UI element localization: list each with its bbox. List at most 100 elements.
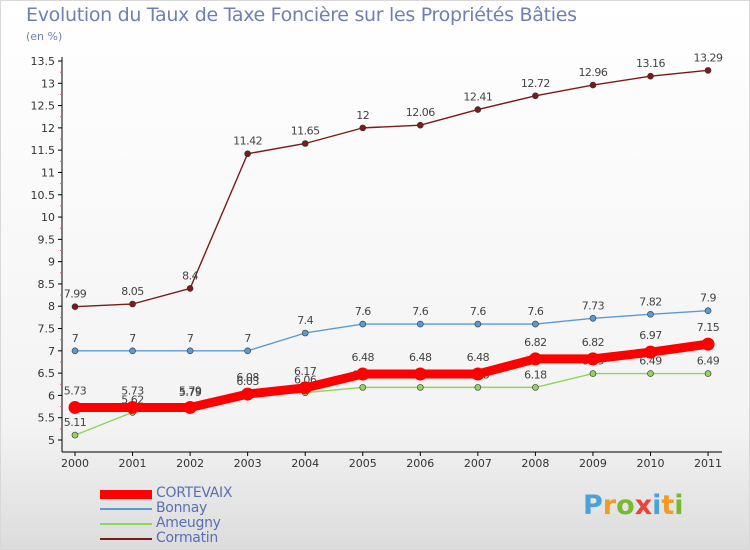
data-point-bonnay: [416, 320, 424, 328]
data-label-cortevaix: 5.79: [179, 384, 202, 397]
data-point-cormatin: [474, 106, 482, 113]
data-label-bonnay: 7.6: [412, 305, 428, 318]
legend-swatch-cortevaix: [100, 490, 152, 499]
data-label-cormatin: 12.72: [521, 77, 550, 90]
data-point-bonnay: [647, 310, 654, 318]
data-label-cortevaix: 6.08: [236, 371, 259, 384]
y-tick-label: 11.5: [31, 144, 56, 157]
data-point-ameugny: [532, 384, 539, 391]
y-tick-label: 11: [41, 166, 55, 179]
y-tick-label: 13.5: [31, 55, 56, 68]
x-tick-label: 2000: [61, 457, 89, 470]
y-tick-label: 9: [48, 256, 55, 269]
data-point-cortevaix: [68, 400, 82, 414]
data-point-bonnay: [359, 320, 367, 328]
data-point-ameugny: [474, 384, 482, 391]
data-label-ameugny: 5.11: [64, 416, 87, 429]
data-label-bonnay: 7.6: [527, 305, 543, 318]
legend-label-cormatin: Cormatin: [156, 530, 218, 546]
data-point-ameugny: [589, 370, 597, 377]
data-point-bonnay: [244, 347, 251, 355]
legend-label-ameugny: Ameugny: [156, 515, 221, 531]
y-tick-label: 10.5: [31, 189, 56, 202]
series-line-cortevaix: [70, 339, 713, 412]
data-label-cortevaix: 6.48: [409, 351, 432, 364]
data-point-cortevaix: [586, 352, 600, 366]
legend-swatch-bonnay: [100, 508, 152, 510]
x-tick-label: 2003: [234, 457, 262, 470]
data-point-cortevaix: [298, 381, 312, 395]
y-tick-label: 9.5: [38, 233, 56, 246]
y-tick-label: 7.5: [38, 323, 56, 336]
x-tick-label: 2008: [521, 457, 549, 470]
data-label-cortevaix: 5.73: [64, 384, 87, 397]
data-point-bonnay: [186, 347, 194, 355]
data-label-cortevaix: 5.73: [121, 384, 144, 397]
data-point-bonnay: [474, 320, 482, 328]
x-tick-label: 2001: [119, 457, 147, 470]
data-point-cormatin: [589, 81, 597, 89]
legend-label-bonnay: Bonnay: [156, 500, 207, 516]
data-label-cormatin: 12.06: [406, 106, 435, 119]
data-label-cormatin: 11.42: [233, 135, 262, 148]
y-tick-label: 8.5: [38, 278, 56, 291]
chart-title: Evolution du Taux de Taxe Foncière sur l…: [26, 4, 577, 26]
data-point-cortevaix: [356, 367, 370, 381]
y-tick-label: 8: [48, 300, 55, 313]
x-tick-label: 2009: [579, 457, 607, 470]
data-point-cortevaix: [471, 367, 485, 381]
x-tick-label: 2004: [291, 457, 319, 470]
logo-letter: o: [616, 490, 635, 521]
data-point-cormatin: [244, 150, 251, 158]
data-label-bonnay: 7.82: [639, 295, 662, 308]
legend-label-cortevaix: CORTEVAIX: [156, 485, 233, 501]
data-point-cormatin: [704, 67, 712, 74]
y-tick-label: 12.5: [31, 100, 56, 113]
y-tick-label: 13: [41, 77, 55, 90]
data-point-cormatin: [359, 124, 367, 132]
data-point-cormatin: [532, 92, 539, 100]
data-label-cortevaix: 6.82: [524, 336, 547, 349]
data-point-ameugny: [416, 384, 424, 391]
logo-letter: t: [661, 490, 675, 521]
data-point-cortevaix: [701, 337, 715, 351]
data-label-cormatin: 12.96: [578, 66, 607, 79]
data-point-cormatin: [416, 121, 424, 129]
data-label-bonnay: 7: [72, 332, 79, 345]
data-label-cormatin: 12: [356, 109, 369, 122]
data-point-cortevaix: [413, 367, 427, 381]
data-label-bonnay: 7.6: [355, 305, 371, 318]
data-point-cortevaix: [644, 345, 657, 359]
x-tick-label: 2010: [637, 457, 665, 470]
legend-swatch-cormatin: [100, 538, 152, 540]
logo-letter: r: [602, 490, 617, 521]
chart-subtitle: (en %): [26, 30, 63, 43]
data-label-cormatin: 8.4: [182, 269, 198, 282]
logo-letter: i: [652, 490, 662, 521]
data-label-cortevaix: 6.97: [639, 329, 662, 342]
series-line-bonnay: [74, 309, 709, 352]
data-point-cortevaix: [126, 400, 140, 414]
data-label-cormatin: 11.65: [291, 124, 320, 137]
data-point-cortevaix: [528, 352, 542, 366]
data-point-cormatin: [129, 300, 136, 308]
logo-letter: i: [674, 490, 684, 521]
data-point-cortevaix: [241, 387, 255, 401]
y-tick-label: 12: [41, 122, 55, 135]
data-point-bonnay: [301, 329, 309, 337]
data-label-bonnay: 7: [129, 332, 136, 345]
legend-swatch-ameugny: [100, 523, 152, 525]
data-point-cormatin: [301, 140, 309, 147]
data-label-bonnay: 7.4: [297, 314, 313, 327]
series-line-cormatin: [74, 69, 709, 308]
data-label-ameugny: 5.79: [179, 386, 202, 399]
data-label-cortevaix: 6.48: [352, 351, 375, 364]
logo-letter: P: [583, 490, 603, 521]
proxiti-logo: Proxiti: [583, 490, 684, 521]
y-tick-label: 5: [48, 434, 55, 447]
data-label-cormatin: 7.99: [64, 288, 87, 301]
data-label-cortevaix: 6.48: [467, 351, 490, 364]
data-label-cortevaix: 6.82: [582, 336, 605, 349]
data-label-cortevaix: 6.17: [294, 365, 317, 378]
